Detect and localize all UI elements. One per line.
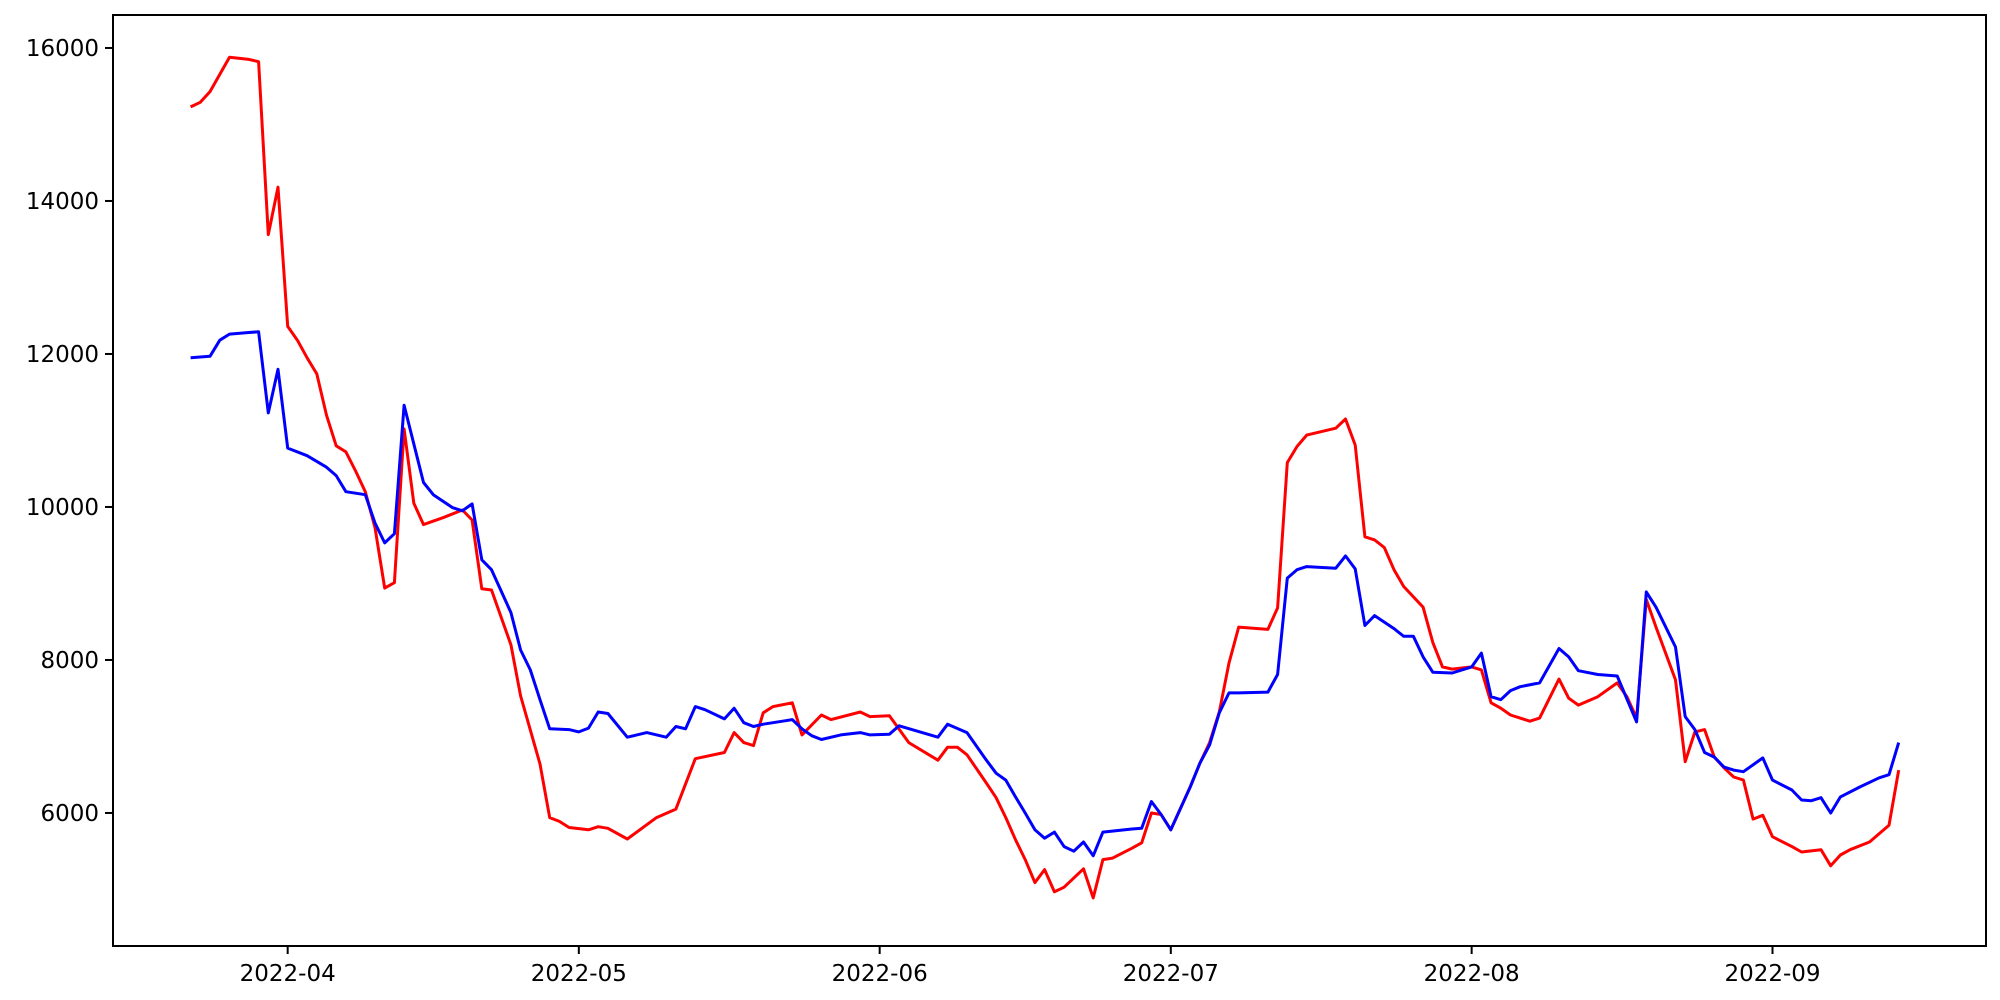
x-tick-label: 2022-07: [1123, 961, 1219, 987]
y-tick-label: 12000: [26, 342, 99, 368]
y-tick-label: 6000: [40, 801, 99, 827]
x-tick-label: 2022-08: [1424, 961, 1520, 987]
x-tick-label: 2022-09: [1724, 961, 1820, 987]
y-tick-label: 14000: [26, 189, 99, 215]
x-tick-label: 2022-04: [240, 961, 336, 987]
blue-series-line: [190, 330, 1901, 858]
x-tick-label: 2022-05: [531, 961, 627, 987]
y-tick-label: 8000: [40, 648, 99, 674]
y-tick-label: 10000: [26, 495, 99, 521]
y-tick-label: 16000: [26, 36, 99, 62]
plot-border: [112, 14, 1987, 947]
x-tick-label: 2022-06: [832, 961, 928, 987]
